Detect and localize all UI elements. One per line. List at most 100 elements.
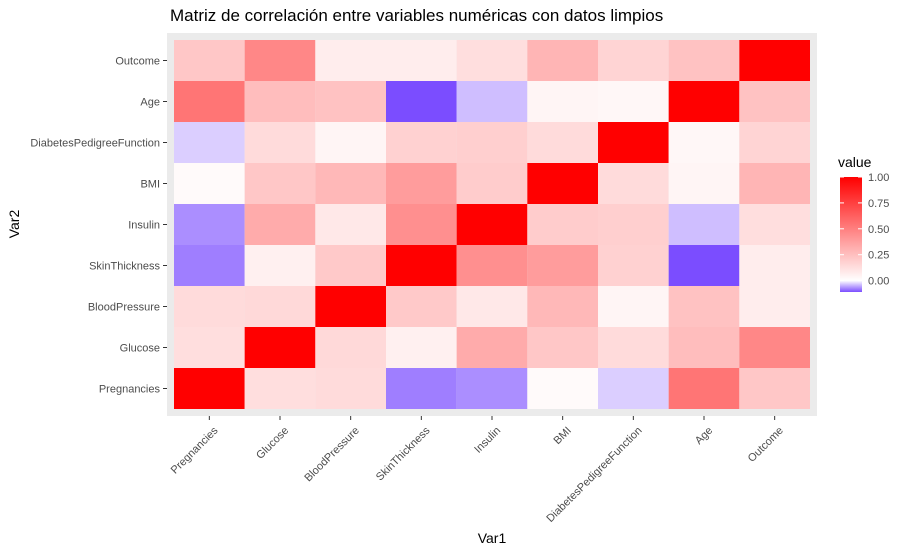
heatmap-cell-SkinThickness-Outcome <box>386 40 457 81</box>
heatmap-cell-Outcome-SkinThickness <box>739 245 810 286</box>
x-axis-label: Var1 <box>478 530 507 546</box>
heatmap-cell-Pregnancies-SkinThickness <box>174 245 245 286</box>
legend-tick-label: 1.00 <box>868 172 889 184</box>
heatmap-cell-Glucose-BloodPressure <box>244 286 316 327</box>
heatmap-cell-Insulin-SkinThickness <box>456 245 528 286</box>
heatmap-cell-Age-Pregnancies <box>668 368 740 409</box>
x-tick-label: Insulin <box>472 425 503 456</box>
heatmap-cell-BMI-Age <box>527 81 598 122</box>
heatmap-cell-Pregnancies-BloodPressure <box>174 286 245 327</box>
heatmap-cell-SkinThickness-BloodPressure <box>386 286 457 327</box>
legend-colorbar <box>840 177 862 292</box>
heatmap-cell-Insulin-BloodPressure <box>456 286 528 327</box>
heatmap-cell-BloodPressure-Pregnancies <box>315 368 386 409</box>
heatmap-cell-Insulin-Pregnancies <box>456 368 528 409</box>
heatmap-cell-Insulin-Age <box>456 81 528 122</box>
heatmap-cell-BloodPressure-Glucose <box>315 327 386 368</box>
heatmap-cell-SkinThickness-Insulin <box>386 204 457 245</box>
x-tick-label: BloodPressure <box>302 425 362 485</box>
heatmap-cell-BMI-Glucose <box>527 327 598 368</box>
heatmap-cell-Outcome-BMI <box>739 163 810 204</box>
heatmap-cell-DiabetesPedigreeFunction-Age <box>598 81 669 122</box>
y-axis: Pregnancies Glucose BloodPressure SkinThick… <box>30 56 167 396</box>
y-tick-label: Outcome <box>115 56 160 68</box>
heatmap-cell-BMI-Pregnancies <box>527 368 598 409</box>
heatmap-cell-Glucose-SkinThickness <box>244 245 316 286</box>
y-tick-label: Insulin <box>128 220 160 232</box>
heatmap-cell-Pregnancies-BMI <box>174 163 245 204</box>
heatmap-cell-DiabetesPedigreeFunction-Pregnancies <box>598 368 669 409</box>
heatmap-cell-BloodPressure-BloodPressure <box>315 286 386 327</box>
heatmap-cell-Outcome-DiabetesPedigreeFunction <box>739 122 810 163</box>
heatmap-cell-Pregnancies-Pregnancies <box>174 368 245 409</box>
heatmap-cell-Glucose-Pregnancies <box>244 368 316 409</box>
heatmap-cell-Pregnancies-Glucose <box>174 327 245 368</box>
heatmap-cell-Outcome-Pregnancies <box>739 368 810 409</box>
heatmap-cell-BMI-BMI <box>527 163 598 204</box>
heatmap-cell-SkinThickness-SkinThickness <box>386 245 457 286</box>
heatmap-cell-DiabetesPedigreeFunction-Glucose <box>598 327 669 368</box>
heatmap-cell-Age-SkinThickness <box>668 245 740 286</box>
heatmap-cell-Age-Age <box>668 81 740 122</box>
heatmap-cell-Glucose-Age <box>244 81 316 122</box>
heatmap-cell-BloodPressure-Age <box>315 81 386 122</box>
heatmap-cell-BMI-SkinThickness <box>527 245 598 286</box>
color-legend: value 1.00 0.75 0.50 0.25 0.00 <box>838 154 889 292</box>
heatmap-cell-Age-Glucose <box>668 327 740 368</box>
heatmap-cell-Glucose-BMI <box>244 163 316 204</box>
legend-tick-label: 0.50 <box>868 224 889 236</box>
heatmap-cell-Outcome-Outcome <box>739 40 810 81</box>
heatmap-cell-BMI-Outcome <box>527 40 598 81</box>
heatmap-cell-BMI-BloodPressure <box>527 286 598 327</box>
heatmap-cell-Insulin-DiabetesPedigreeFunction <box>456 122 528 163</box>
heatmap-cell-BMI-DiabetesPedigreeFunction <box>527 122 598 163</box>
heatmap-cell-DiabetesPedigreeFunction-BloodPressure <box>598 286 669 327</box>
y-tick-label: Pregnancies <box>99 384 161 396</box>
y-tick-label: BMI <box>140 179 160 191</box>
heatmap-cell-Pregnancies-Age <box>174 81 245 122</box>
heatmap-cell-Age-Insulin <box>668 204 740 245</box>
y-tick-label: SkinThickness <box>89 261 160 273</box>
heatmap-cell-Age-Outcome <box>668 40 740 81</box>
heatmap-cell-Glucose-Insulin <box>244 204 316 245</box>
x-tick-label: Glucose <box>254 425 291 462</box>
heatmap-cell-DiabetesPedigreeFunction-BMI <box>598 163 669 204</box>
heatmap-cell-BloodPressure-SkinThickness <box>315 245 386 286</box>
heatmap-cell-Insulin-Insulin <box>456 204 528 245</box>
heatmap-cell-Outcome-Glucose <box>739 327 810 368</box>
heatmap-cell-Pregnancies-Insulin <box>174 204 245 245</box>
y-tick-label: BloodPressure <box>88 302 160 314</box>
x-tick-label: Outcome <box>746 425 786 465</box>
heatmap-cell-DiabetesPedigreeFunction-SkinThickness <box>598 245 669 286</box>
heatmap-cell-Insulin-Glucose <box>456 327 528 368</box>
legend-tick-label: 0.00 <box>868 276 889 288</box>
legend-title: value <box>838 154 872 170</box>
x-tick-label: BMI <box>552 425 574 447</box>
heatmap-cell-Age-BloodPressure <box>668 286 740 327</box>
heatmap-cell-Pregnancies-DiabetesPedigreeFunction <box>174 122 245 163</box>
heatmap-cell-DiabetesPedigreeFunction-Outcome <box>598 40 669 81</box>
heatmap-cells <box>174 40 810 409</box>
heatmap-cell-SkinThickness-Glucose <box>386 327 457 368</box>
heatmap-cell-Outcome-Insulin <box>739 204 810 245</box>
heatmap-cell-DiabetesPedigreeFunction-Insulin <box>598 204 669 245</box>
y-tick-label: Age <box>140 97 160 109</box>
heatmap-cell-BloodPressure-Outcome <box>315 40 386 81</box>
heatmap-cell-SkinThickness-Pregnancies <box>386 368 457 409</box>
heatmap-cell-BloodPressure-DiabetesPedigreeFunction <box>315 122 386 163</box>
legend-tick-label: 0.75 <box>868 198 889 210</box>
heatmap-cell-Glucose-Glucose <box>244 327 316 368</box>
heatmap-cell-BloodPressure-BMI <box>315 163 386 204</box>
heatmap-cell-Insulin-Outcome <box>456 40 528 81</box>
heatmap-cell-Outcome-Age <box>739 81 810 122</box>
heatmap-cell-Insulin-BMI <box>456 163 528 204</box>
heatmap-cell-SkinThickness-DiabetesPedigreeFunction <box>386 122 457 163</box>
legend-tick-label: 0.25 <box>868 250 889 262</box>
heatmap-cell-BMI-Insulin <box>527 204 598 245</box>
x-tick-label: SkinThickness <box>374 424 433 483</box>
chart-title: Matriz de correlación entre variables nu… <box>170 6 663 25</box>
x-axis: Pregnancies Glucose BloodPressure SkinThick… <box>169 416 786 525</box>
heatmap-cell-Glucose-Outcome <box>244 40 316 81</box>
